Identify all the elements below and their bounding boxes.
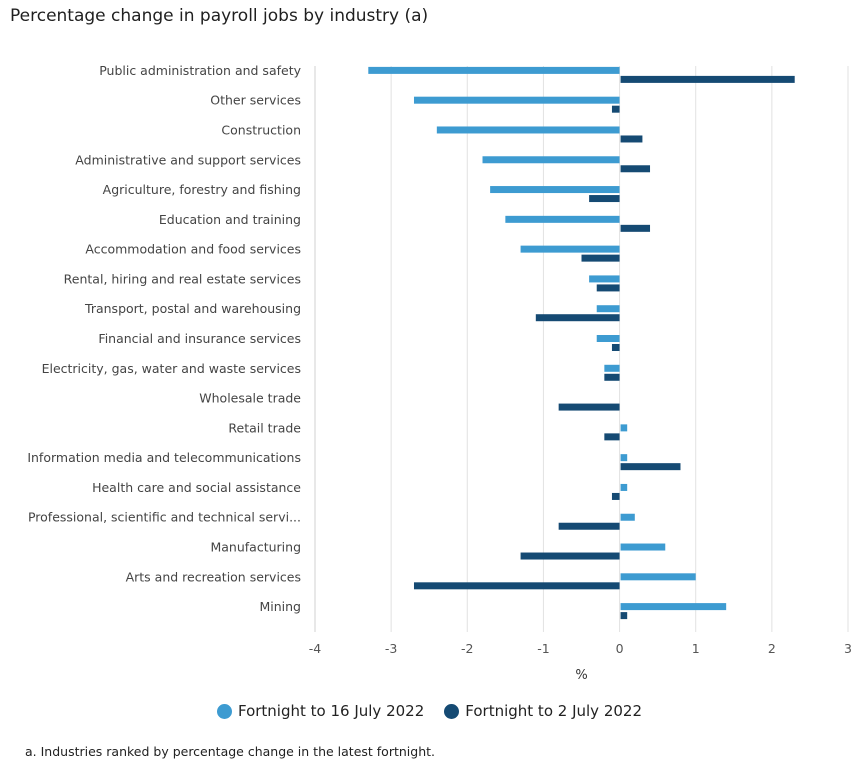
legend-label-series-2: Fortnight to 2 July 2022 [465, 702, 642, 720]
bar-series-1[interactable] [368, 66, 620, 74]
category-label: Manufacturing [210, 540, 301, 555]
category-label: Accommodation and food services [85, 242, 301, 257]
category-label: Mining [259, 599, 301, 614]
x-tick-label: 2 [768, 641, 776, 656]
x-tick-label: -2 [461, 641, 473, 656]
bar-series-1[interactable] [596, 335, 620, 342]
gridlines [314, 66, 849, 632]
category-label: Professional, scientific and technical s… [28, 510, 301, 525]
legend-item-series-1[interactable]: Fortnight to 16 July 2022 [216, 702, 425, 720]
bar-series-1[interactable] [413, 96, 620, 104]
bar-series-2[interactable] [611, 105, 620, 113]
x-tick-label: 0 [616, 641, 624, 656]
category-label: Wholesale trade [199, 391, 301, 406]
category-label: Rental, hiring and real estate services [64, 271, 301, 286]
bar-series-2[interactable] [611, 492, 620, 500]
bar-series-2[interactable] [535, 314, 620, 322]
category-labels: Public administration and safety Other se… [27, 63, 301, 614]
legend-item-series-2[interactable]: Fortnight to 2 July 2022 [444, 702, 642, 720]
bar-series-2[interactable] [589, 195, 620, 203]
category-label: Transport, postal and warehousing [84, 301, 301, 316]
bar-series-2[interactable] [620, 612, 628, 620]
bar-series-2[interactable] [596, 284, 620, 292]
bar-series-1[interactable] [505, 215, 620, 223]
bar-series-1[interactable] [620, 483, 628, 491]
bar-series-1[interactable] [620, 513, 635, 521]
bar-series-2[interactable] [558, 403, 620, 411]
bar-series-2[interactable] [611, 344, 620, 351]
bar-series-2[interactable] [620, 463, 681, 471]
category-label: Agriculture, forestry and fishing [103, 182, 301, 197]
bar-series-1[interactable] [620, 603, 727, 611]
x-axis-title: % [575, 668, 587, 683]
legend-marker-series-2 [444, 703, 460, 719]
legend: Fortnight to 16 July 2022 Fortnight to 2… [0, 702, 859, 720]
bar-series-1[interactable] [589, 275, 620, 283]
bar-series-1[interactable] [620, 454, 628, 462]
category-label: Education and training [159, 212, 301, 227]
category-label: Information media and telecommunications [27, 450, 301, 465]
x-tick-label: -3 [385, 641, 397, 656]
category-label: Administrative and support services [75, 152, 301, 167]
bar-series-2[interactable] [581, 254, 620, 262]
x-tick-label: 3 [844, 641, 852, 656]
bar-series-1[interactable] [620, 573, 696, 581]
x-tick-label: -1 [537, 641, 549, 656]
bar-series-2[interactable] [620, 224, 651, 232]
x-tick-label: -4 [309, 641, 322, 656]
x-tick-labels: -4 -3 -2 -1 0 1 2 3 [309, 641, 852, 656]
x-tick-label: 1 [692, 641, 700, 656]
bar-series-1[interactable] [620, 543, 666, 551]
category-label: Public administration and safety [99, 63, 301, 78]
category-label: Health care and social assistance [92, 480, 301, 495]
bar-chart: Public administration and safety Other se… [27, 63, 852, 683]
bar-series-2[interactable] [620, 165, 651, 173]
bar-series-2[interactable] [413, 582, 620, 590]
bar-series-2[interactable] [604, 433, 620, 441]
bar-series-1[interactable] [436, 126, 620, 134]
bar-series-1[interactable] [490, 186, 620, 194]
footnote: a. Industries ranked by percentage chang… [25, 744, 435, 759]
bar-series-2[interactable] [620, 135, 643, 143]
category-label: Other services [210, 93, 301, 108]
bar-series-2[interactable] [520, 552, 620, 560]
bar-series-1[interactable] [596, 305, 620, 313]
legend-label-series-1: Fortnight to 16 July 2022 [237, 702, 425, 720]
category-label: Financial and insurance services [98, 331, 301, 346]
bar-series-2[interactable] [604, 373, 620, 381]
bar-series-1[interactable] [520, 245, 620, 253]
category-label: Electricity, gas, water and waste servic… [42, 361, 301, 376]
bar-series-1[interactable] [620, 424, 628, 432]
legend-marker-series-1 [216, 703, 232, 719]
bar-series-2[interactable] [620, 75, 795, 83]
category-label: Arts and recreation services [126, 569, 301, 584]
bar-series-1[interactable] [604, 364, 620, 372]
bar-series-2[interactable] [558, 522, 620, 530]
bars [368, 66, 795, 620]
category-label: Construction [221, 122, 301, 137]
bar-series-1[interactable] [482, 156, 620, 164]
category-label: Retail trade [228, 420, 301, 435]
chart-title: Percentage change in payroll jobs by ind… [10, 6, 429, 26]
